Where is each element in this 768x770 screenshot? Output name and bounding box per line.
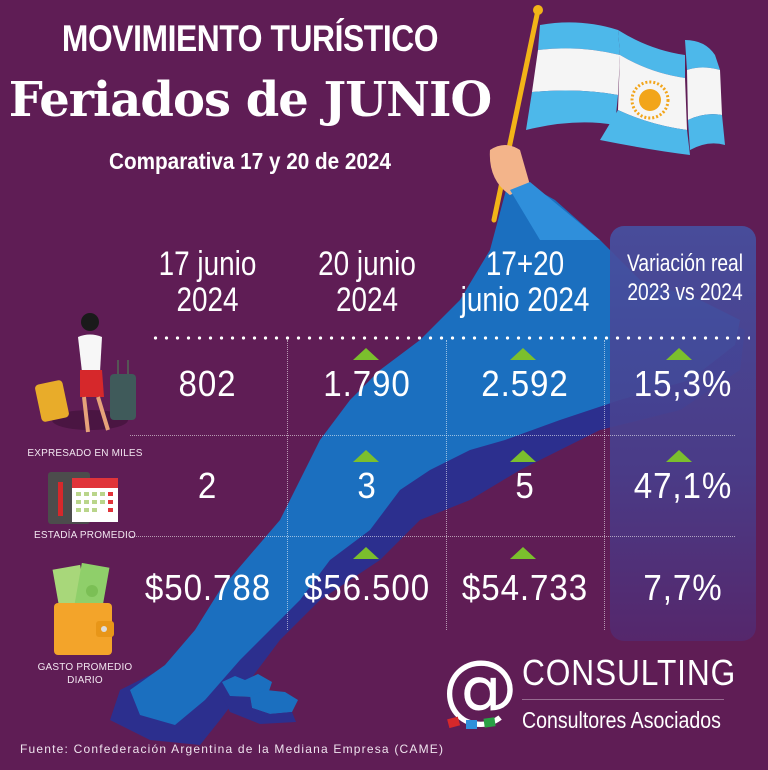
- up-arrow-icon: [510, 547, 536, 559]
- up-arrow-icon: [510, 450, 536, 462]
- value-gasto-17: $50.788: [144, 567, 272, 608]
- row-label-turistas: EXPRESADO EN MILES: [27, 448, 143, 459]
- row-divider: [130, 435, 735, 436]
- column-header-17-junio: 17 junio 2024: [158, 245, 257, 319]
- page-title: MOVIMIENTO TURÍSTICO: [61, 18, 439, 59]
- header-divider: [150, 336, 750, 340]
- row-label-gasto: GASTO PROMEDIO DIARIO: [37, 662, 133, 686]
- up-arrow-icon: [353, 450, 379, 462]
- traveler-with-suitcases-icon: [35, 313, 136, 433]
- page-subtitle: Comparativa 17 y 20 de 2024: [109, 148, 391, 174]
- up-arrow-icon: [353, 348, 379, 360]
- up-arrow-icon: [353, 547, 379, 559]
- column-header-17-20-junio: 17+20 junio 2024: [460, 245, 590, 319]
- logo-color-blocks-icon: [447, 716, 496, 729]
- value-gasto-variacion: 7,7%: [643, 567, 723, 608]
- source-footnote: Fuente: Confederación Argentina de la Me…: [20, 742, 445, 756]
- value-estadia-total: 5: [515, 465, 535, 506]
- variation-panel: [610, 226, 756, 641]
- consulting-logo-at-icon: @: [442, 643, 518, 732]
- up-arrow-icon: [510, 348, 536, 360]
- value-turistas-20: 1.790: [323, 363, 411, 404]
- value-gasto-total: $54.733: [461, 567, 589, 608]
- argentina-flag-icon: [489, 5, 725, 240]
- value-estadia-variacion: 47,1%: [633, 465, 733, 506]
- column-divider: [287, 340, 288, 630]
- row-divider: [130, 536, 735, 537]
- page-headline: Feriados de JUNIO: [8, 72, 492, 128]
- row-label-estadia: ESTADÍA PROMEDIO: [34, 530, 136, 541]
- column-header-20-junio: 20 junio 2024: [318, 245, 416, 319]
- consulting-logo-tagline: Consultores Asociados: [522, 707, 721, 733]
- wallet-with-cash-icon: [52, 563, 114, 655]
- value-turistas-variacion: 15,3%: [633, 363, 733, 404]
- column-header-variacion: Variación real 2023 vs 2024: [627, 250, 743, 306]
- column-divider: [604, 340, 605, 630]
- value-estadia-20: 3: [357, 465, 377, 506]
- value-turistas-17: 802: [178, 363, 237, 404]
- value-estadia-17: 2: [197, 465, 218, 506]
- up-arrow-icon: [666, 348, 692, 360]
- column-divider: [446, 340, 447, 630]
- logo-divider: [522, 699, 724, 700]
- consulting-logo-name: CONSULTING: [522, 652, 737, 693]
- value-turistas-total: 2.592: [481, 363, 569, 404]
- calendar-icon: [48, 472, 118, 524]
- up-arrow-icon: [666, 450, 692, 462]
- value-gasto-20: $56.500: [303, 567, 431, 608]
